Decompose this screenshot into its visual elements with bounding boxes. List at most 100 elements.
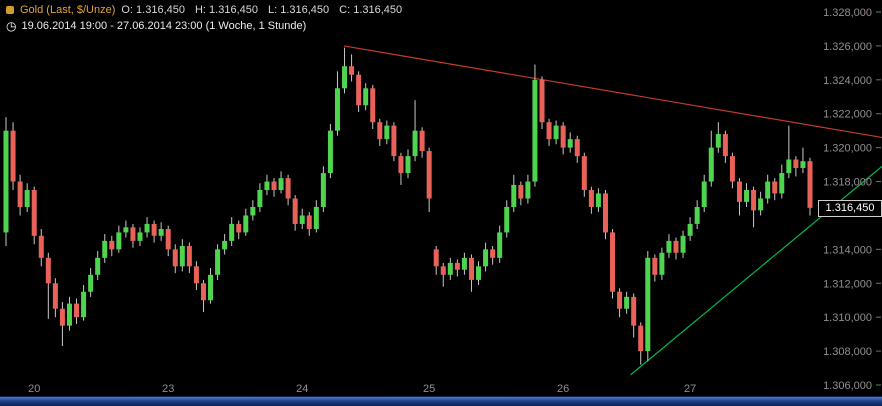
- candle-down: [391, 125, 397, 157]
- candle-up: [264, 181, 270, 191]
- candle-down: [151, 223, 157, 236]
- candle-up: [483, 249, 489, 267]
- candle-down: [729, 156, 735, 182]
- y-axis-label: 1.306,000: [823, 380, 872, 392]
- instrument-name: Gold (Last, $/Unze): [20, 3, 116, 16]
- candle-down: [440, 266, 446, 275]
- candle-down: [109, 240, 115, 250]
- candle-down: [631, 296, 637, 326]
- instrument-icon: [6, 5, 14, 14]
- candle-up: [694, 206, 700, 224]
- instrument-row: Gold (Last, $/Unze) O: 1.316,450 H: 1.31…: [6, 2, 402, 17]
- x-axis-label: 26: [557, 383, 569, 395]
- candle-up: [659, 252, 665, 275]
- candle-up: [744, 190, 750, 202]
- candle-down: [426, 151, 432, 199]
- candle-up: [701, 181, 707, 207]
- candle-up: [765, 181, 771, 199]
- candle-up: [320, 173, 326, 207]
- candle-up: [102, 240, 108, 258]
- candle-up: [687, 223, 693, 236]
- candle-down: [38, 235, 44, 258]
- candle-down: [588, 190, 594, 207]
- candle-down: [74, 303, 80, 318]
- resistance-trendline[interactable]: [343, 45, 882, 139]
- candle-down: [130, 227, 136, 241]
- candle-down: [673, 240, 679, 253]
- candle-up: [342, 66, 348, 89]
- candle-up: [405, 156, 411, 174]
- y-axis-label: 1.314,000: [823, 244, 872, 256]
- candle-up: [299, 215, 305, 224]
- candle-up: [666, 240, 672, 253]
- candle-down: [10, 130, 16, 182]
- candle-up: [708, 147, 714, 182]
- candle-up: [81, 291, 87, 318]
- candle-down: [370, 88, 376, 123]
- candle-up: [645, 257, 651, 352]
- last-price-tag: 1.316,450: [818, 199, 882, 217]
- candle-down: [560, 125, 566, 148]
- candle-up: [412, 130, 418, 157]
- candle-up: [313, 206, 319, 230]
- candle-down: [546, 122, 552, 140]
- candle-up: [363, 88, 369, 106]
- candle-up: [3, 130, 9, 233]
- candle-up: [779, 173, 785, 194]
- x-axis-label: 25: [423, 383, 435, 395]
- x-axis-label: 23: [162, 383, 174, 395]
- candle-down: [292, 198, 298, 224]
- candle-down: [433, 249, 439, 267]
- close-value: C: 1.316,450: [339, 3, 403, 16]
- candle-down: [617, 291, 623, 309]
- open-value: O: 1.316,450: [121, 3, 185, 16]
- candle-up: [567, 139, 573, 148]
- candle-down: [751, 190, 757, 211]
- y-axis-label: 1.324,000: [823, 75, 872, 87]
- candle-down: [186, 245, 192, 267]
- candle-down: [772, 181, 778, 194]
- candle-down: [610, 232, 616, 292]
- y-axis-label: 1.318,000: [823, 177, 872, 189]
- candle-down: [306, 215, 312, 230]
- candle-up: [116, 232, 122, 250]
- candle-down: [31, 190, 37, 236]
- candle-up: [504, 206, 510, 233]
- candle-up: [525, 181, 531, 199]
- candle-up: [461, 257, 467, 270]
- candle-down: [349, 66, 355, 75]
- candle-up: [229, 223, 235, 241]
- y-axis-label: 1.328,000: [823, 7, 872, 19]
- candle-up: [208, 274, 214, 301]
- candle-down: [419, 130, 425, 152]
- y-axis-label: 1.310,000: [823, 312, 872, 324]
- high-value: H: 1.316,450: [194, 3, 258, 16]
- candle-down: [356, 74, 362, 106]
- x-axis-label: 24: [296, 383, 308, 395]
- candle-down: [518, 184, 524, 199]
- candle-up: [384, 125, 390, 140]
- candle-up: [243, 215, 249, 233]
- candle-down: [574, 139, 580, 157]
- candle-up: [137, 232, 143, 241]
- candle-down: [638, 325, 644, 352]
- horizontal-scrollbar[interactable]: [0, 396, 882, 406]
- x-axis-label: 20: [28, 383, 40, 395]
- candle-down: [17, 181, 23, 207]
- candle-up: [595, 193, 601, 207]
- candle-up: [158, 229, 164, 236]
- y-axis-label: 1.308,000: [823, 346, 872, 358]
- low-value: L: 1.316,450: [267, 3, 330, 16]
- candle-down: [172, 249, 178, 267]
- candle-down: [468, 257, 474, 280]
- candle-down: [236, 223, 242, 233]
- candle-down: [285, 178, 291, 199]
- support-trendline[interactable]: [630, 165, 882, 376]
- candle-down: [539, 79, 545, 123]
- candle-up: [327, 130, 333, 174]
- candle-up: [278, 178, 284, 191]
- candle-up: [144, 223, 150, 233]
- candle-up: [511, 184, 517, 207]
- candle-down: [52, 283, 58, 309]
